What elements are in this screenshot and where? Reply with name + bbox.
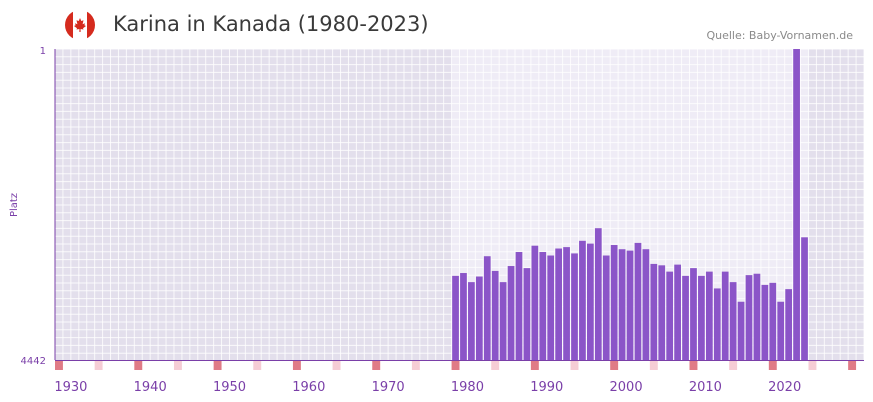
bar-2000[interactable] [626,250,634,360]
bar-2015[interactable] [745,275,753,360]
y-tick-top: 1 [40,46,46,57]
bar-1984[interactable] [499,282,507,360]
year-marker-1953 [253,361,262,370]
year-marker-1998 [610,361,619,370]
x-tick-labels: 1930 1940 1950 1960 1970 1980 1990 2000 2010 2020 [54,380,801,395]
year-marker-1968 [372,361,381,370]
bar-1990[interactable] [547,255,555,360]
bar-1989[interactable] [539,252,547,360]
bar-1980[interactable] [468,282,475,360]
bar-1994[interactable] [579,240,586,360]
bar-2014[interactable] [737,301,745,360]
x-tick-1930: 1930 [54,380,87,395]
year-marker-2028 [848,361,857,370]
bar-1978[interactable] [452,275,459,360]
year-marker-1938 [134,361,143,370]
bar-2003[interactable] [650,263,658,360]
bar-1992[interactable] [563,247,570,360]
axes [54,49,864,361]
bar-2018[interactable] [769,282,777,360]
bar-1999[interactable] [618,249,626,360]
bar-1983[interactable] [491,270,499,360]
bar-1993[interactable] [571,253,578,360]
x-tick-1990: 1990 [530,380,563,395]
x-tick-1980: 1980 [451,380,484,395]
bar-2012[interactable] [721,271,729,360]
canada-flag-icon [65,10,95,40]
bar-2020[interactable] [785,289,793,360]
bar-1998[interactable] [610,245,618,360]
x-tick-1970: 1970 [372,380,405,395]
bar-1979[interactable] [460,273,467,360]
bar-2005[interactable] [666,271,674,360]
year-marker-1928 [55,361,63,370]
year-marker-2013 [729,361,738,370]
bar-2001[interactable] [634,242,642,360]
bar-1986[interactable] [515,252,523,360]
bars [452,49,808,360]
bar-1981[interactable] [475,276,483,360]
bar-1987[interactable] [523,268,531,360]
bar-2016[interactable] [753,273,761,360]
year-marker-1933 [94,361,103,370]
year-marker-2023 [808,361,817,370]
x-tick-1940: 1940 [134,380,167,395]
source-link[interactable]: Quelle: Baby-Vornamen.de [706,29,853,42]
y-tick-bottom: 4442 [21,356,46,367]
bar-1985[interactable] [507,266,515,360]
bar-1995[interactable] [587,243,594,360]
bar-2021[interactable] [793,49,800,360]
year-marker-1988 [530,361,539,370]
year-marker-2003 [649,361,658,370]
bar-1982[interactable] [483,256,491,360]
bar-2008[interactable] [690,268,697,360]
year-marker-1963 [332,361,341,370]
plot-grid [54,48,865,360]
year-marker-1948 [213,361,222,370]
year-marker-2008 [689,361,698,370]
bar-2009[interactable] [698,275,705,360]
bar-1991[interactable] [555,248,563,360]
bar-1988[interactable] [531,245,539,360]
year-markers [55,361,857,370]
bar-2004[interactable] [658,265,666,360]
x-tick-2020: 2020 [768,380,801,395]
x-tick-2000: 2000 [610,380,643,395]
year-marker-2018 [768,361,777,370]
bar-2013[interactable] [729,282,737,360]
year-marker-1958 [292,361,301,370]
year-marker-1978 [451,361,460,370]
chart-title: Karina in Kanada (1980-2023) [113,12,429,36]
header: Karina in Kanada (1980-2023) Quelle: Bab… [0,0,873,48]
y-axis-label: Platz [9,193,20,217]
year-marker-1993 [570,361,579,370]
bar-2011[interactable] [713,288,721,360]
year-marker-1973 [411,361,420,370]
bar-2007[interactable] [682,275,689,360]
bar-2017[interactable] [761,284,769,360]
year-marker-1943 [173,361,182,370]
bar-2010[interactable] [705,271,713,360]
bar-2002[interactable] [642,249,650,360]
x-tick-1960: 1960 [292,380,325,395]
bar-2022[interactable] [801,237,808,360]
x-tick-2010: 2010 [689,380,722,395]
bar-1996[interactable] [594,228,602,360]
bar-1997[interactable] [602,255,610,360]
year-marker-1983 [491,361,500,370]
bar-2019[interactable] [777,301,785,360]
x-tick-1950: 1950 [213,380,246,395]
bar-2006[interactable] [674,264,681,360]
